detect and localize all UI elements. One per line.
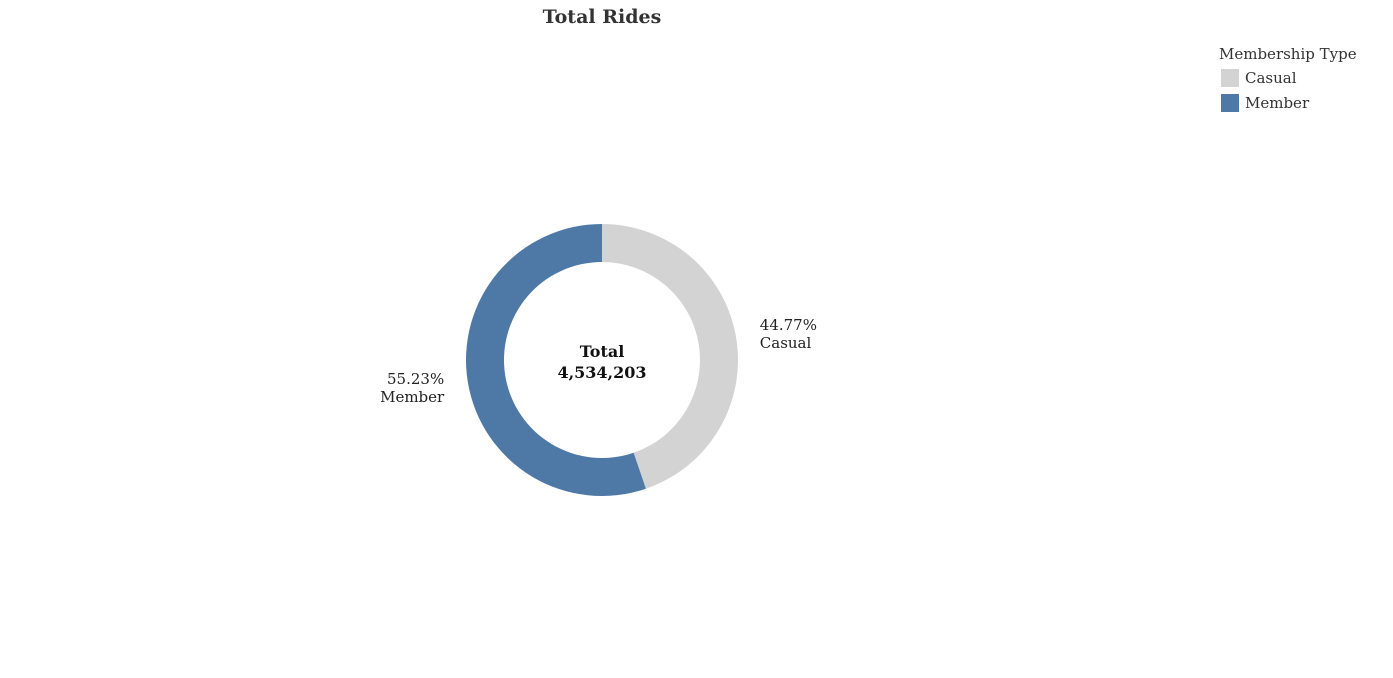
slice-category-label-casual: Casual: [760, 334, 812, 352]
legend-item-member[interactable]: Member: [1219, 90, 1357, 115]
slice-category-label-member: Member: [380, 388, 445, 406]
donut-slices: [465, 224, 738, 496]
slice-casual[interactable]: [602, 224, 738, 489]
legend: Membership Type Casual Member: [1219, 45, 1357, 115]
legend-item-casual[interactable]: Casual: [1219, 65, 1357, 90]
slice-percent-label-member: 55.23%: [387, 370, 444, 388]
legend-label-casual: Casual: [1245, 68, 1297, 87]
legend-label-member: Member: [1245, 93, 1310, 112]
legend-title: Membership Type: [1219, 45, 1357, 63]
center-label-value: 4,534,203: [557, 363, 646, 382]
slice-member[interactable]: [465, 224, 646, 496]
center-label-title: Total: [580, 342, 625, 361]
slice-labels: 44.77%Casual 55.23%Member: [380, 316, 817, 406]
chart-title: Total Rides: [542, 6, 662, 28]
slice-percent-label-casual: 44.77%: [760, 316, 817, 334]
legend-swatch-member: [1221, 93, 1239, 112]
legend-swatch-casual: [1221, 68, 1239, 87]
